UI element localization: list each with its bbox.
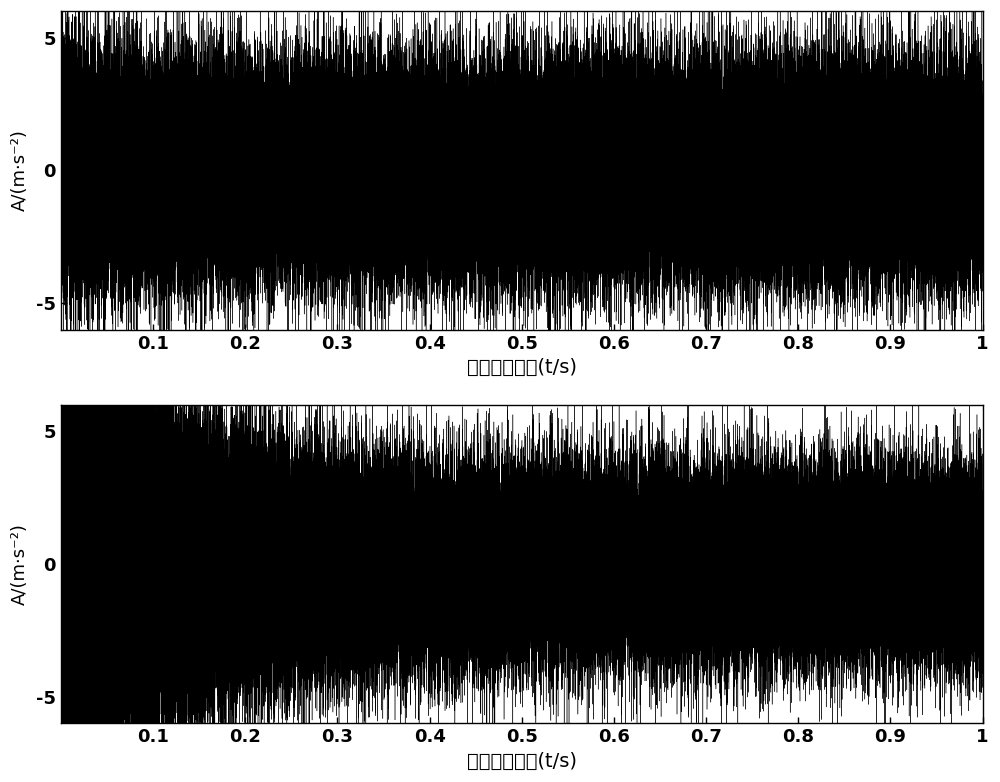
Y-axis label: A/(m·s⁻²): A/(m·s⁻²) xyxy=(11,523,29,605)
Y-axis label: A/(m·s⁻²): A/(m·s⁻²) xyxy=(11,130,29,211)
X-axis label: 声信号去噪前(t/s): 声信号去噪前(t/s) xyxy=(467,358,577,377)
X-axis label: 声信号去噪后(t/s): 声信号去噪后(t/s) xyxy=(467,752,577,771)
